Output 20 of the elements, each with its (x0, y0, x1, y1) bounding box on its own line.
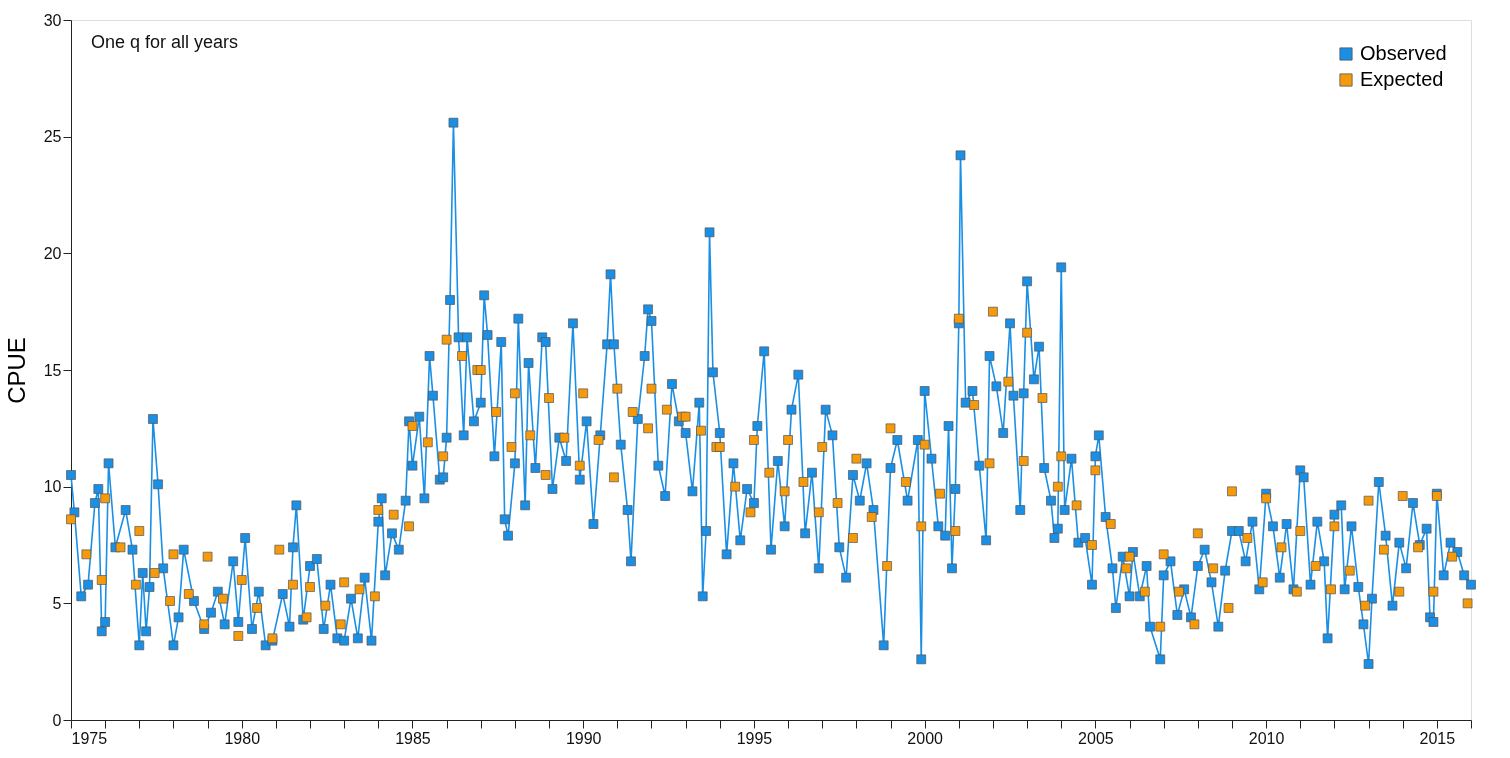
x-tick-label: 2005 (1078, 729, 1114, 747)
x-tick-label: 1995 (736, 729, 773, 747)
legend-label: Expected (1360, 68, 1444, 90)
legend-label: Observed (1360, 42, 1447, 64)
annotation: One q for all years (91, 32, 239, 52)
y-tick-label: 0 (52, 711, 62, 729)
x-tick-label: 2000 (907, 729, 944, 747)
y-tick-label: 15 (43, 361, 62, 379)
x-tick-label: 2010 (1248, 729, 1285, 747)
x-tick-label: 2015 (1419, 729, 1456, 747)
y-tick-label: 25 (43, 128, 62, 146)
y-tick-label: 5 (52, 594, 62, 612)
x-tick-label: 1990 (565, 729, 602, 747)
y-tick-label: 30 (43, 11, 62, 29)
y-axis-title: CPUE (2, 337, 30, 404)
x-tick-label: 1985 (395, 729, 431, 747)
x-tick-label: 1980 (224, 729, 261, 747)
x-tick-label: 1975 (71, 729, 108, 747)
y-tick-label: 10 (43, 478, 62, 496)
y-tick-label: 20 (43, 244, 62, 262)
